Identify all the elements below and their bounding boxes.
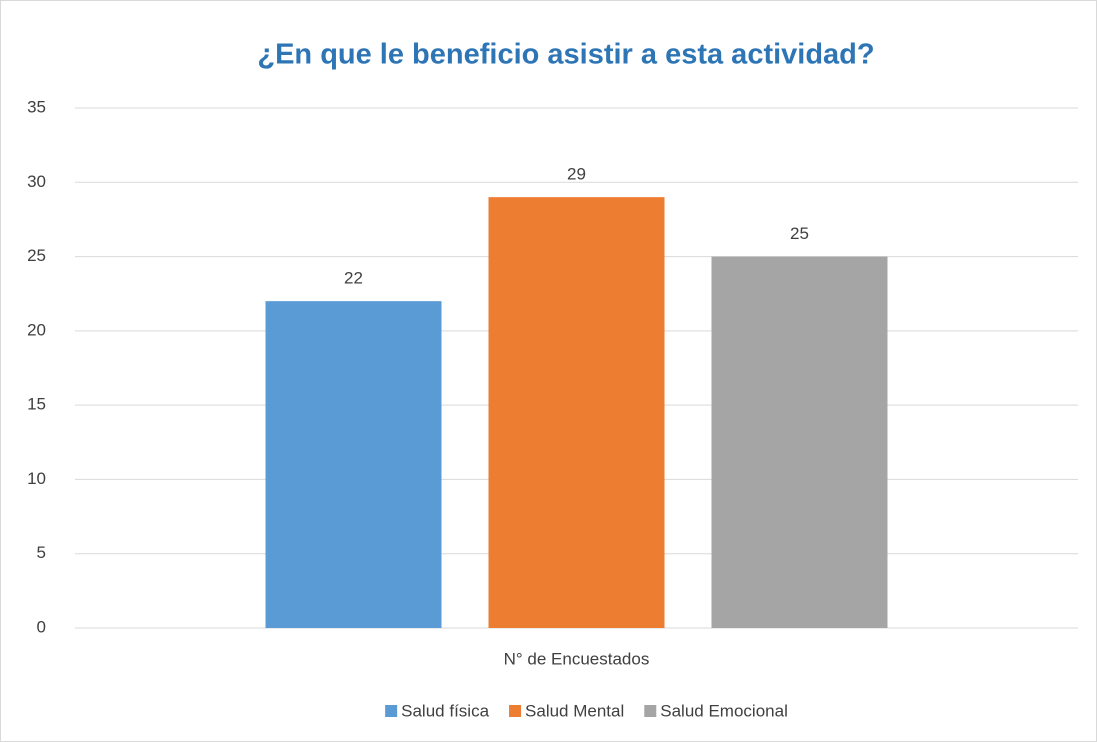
legend-label: Salud Mental (525, 701, 624, 720)
data-label: 22 (344, 269, 363, 288)
legend-swatch (509, 705, 522, 717)
y-tick-label: 35 (27, 97, 46, 116)
legend-label: Salud física (401, 701, 489, 720)
bar (265, 301, 442, 628)
chart-title: ¿En que le beneficio asistir a esta acti… (257, 39, 874, 71)
legend-swatch (644, 705, 657, 717)
bar (711, 256, 888, 628)
y-tick-label: 5 (37, 543, 46, 562)
legend-label: Salud Emocional (660, 701, 788, 720)
y-tick-label: 10 (27, 469, 46, 488)
data-label: 25 (790, 224, 809, 243)
bar (488, 197, 665, 628)
y-tick-label: 20 (27, 320, 46, 339)
y-tick-label: 25 (27, 246, 46, 265)
y-tick-label: 30 (27, 172, 46, 191)
y-tick-label: 15 (27, 395, 46, 414)
legend-swatch (385, 705, 398, 717)
data-label: 29 (567, 165, 586, 184)
y-tick-label: 0 (37, 617, 46, 636)
x-tick-label: N° de Encuestados (504, 649, 650, 668)
